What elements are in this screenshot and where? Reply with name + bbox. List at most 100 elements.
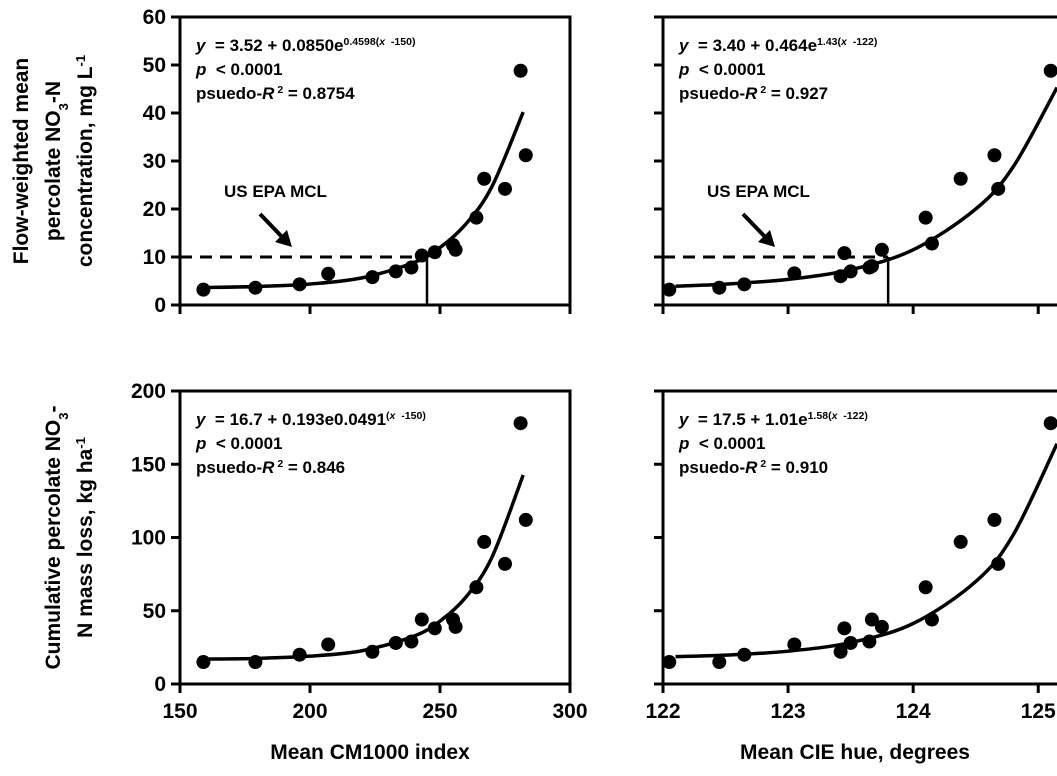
text-part: percolate NO [42,110,65,241]
x-tick-label: 300 [552,700,587,723]
data-point [837,621,852,636]
text-part: y [195,36,207,55]
text-part: x [840,36,848,48]
text-part: psuedo- [196,458,262,477]
text-part: -1 [73,55,88,67]
text-part: -1 [73,437,88,449]
y-axis-label: Cumulative percolate NO3- [42,406,71,670]
y-tick-label: 10 [143,246,166,269]
data-point [712,655,727,670]
text-part: concentration, mg L [74,66,97,267]
data-point [953,171,968,186]
data-point [987,148,1002,163]
data-point [292,277,307,292]
text-part: -N [42,81,65,103]
data-point [987,512,1002,527]
text-part: < 0.0001 [206,434,282,453]
y-tick-label: 50 [143,600,166,623]
data-point [248,655,263,670]
y-tick-label: 60 [143,6,166,29]
text-part: R [745,84,758,103]
data-point [787,637,802,652]
text-part: 1.43( [817,36,841,48]
x-axis-label: Mean CIE hue, degrees [740,741,970,764]
data-point [924,612,939,627]
data-point [864,259,879,274]
equation-line: psuedo-R 2 = 0.8754 [196,84,355,103]
text-part: y [678,410,690,429]
data-point [498,556,512,571]
data-point [843,635,858,650]
data-point [924,236,939,251]
y-tick-label: 0 [154,294,166,317]
x-axis-label: Mean CM1000 index [270,741,470,764]
y-tick-label: 150 [131,453,166,476]
data-point [787,266,802,281]
text-part: = 0.927 [766,84,828,103]
data-point [518,148,533,163]
y-tick-label: 30 [143,150,166,173]
equation-line: p < 0.0001 [195,434,282,453]
text-part: 2 [757,84,766,96]
text-part: psuedo- [196,84,262,103]
data-point [953,534,968,549]
arrow-head [275,230,292,247]
equation-line: y = 3.52 + 0.0850e0.4598(x -150) [195,36,416,55]
data-point [196,655,211,670]
equation-line: y = 17.5 + 1.01e1.58(x -122) [678,410,868,429]
text-part: -150) [385,36,415,48]
data-point [196,282,211,297]
data-point [712,280,727,295]
text-part: < 0.0001 [206,60,282,79]
text-part: ( [386,410,390,422]
text-part: -150) [395,410,425,422]
data-point [862,634,877,649]
text-part: x [831,410,839,422]
text-part: = 0.846 [283,458,345,477]
text-part: = 16.7 + 0.193e0.0491 [205,410,386,429]
data-point [662,282,677,297]
text-part: p [195,60,206,79]
x-tick-label: 124 [896,700,931,723]
data-point [321,266,336,281]
data-point [477,171,492,186]
text-part: y [195,410,207,429]
text-part: 1.58( [808,410,832,422]
data-point [414,248,429,263]
data-point [1043,63,1057,78]
text-part: = 0.910 [766,458,828,477]
data-point [427,621,442,636]
y-tick-label: 20 [143,198,166,221]
text-part: psuedo- [679,84,745,103]
data-point [388,264,403,279]
fit-curve [675,442,1057,659]
text-part: psuedo- [679,458,745,477]
text-part: R [745,458,758,477]
text-part: -122) [847,36,877,48]
data-point [843,264,858,279]
data-point [248,280,263,295]
data-point [918,210,933,225]
text-part: N mass loss, kg ha [74,448,97,637]
x-tick-label: 250 [422,700,457,723]
data-point [833,644,848,659]
text-part: 2 [757,458,766,470]
y-axis-label: percolate NO3-N [42,81,71,241]
text-part: = 3.52 + 0.0850e [205,36,343,55]
data-point [662,655,677,670]
data-point [498,181,512,196]
text-part: = 17.5 + 1.01e [688,410,807,429]
equation-line: psuedo-R 2 = 0.927 [679,84,828,103]
text-part: 3 [56,413,71,420]
equation-line: p < 0.0001 [195,60,282,79]
equation-line: y = 16.7 + 0.193e0.0491(x -150) [195,410,426,429]
data-point [414,612,429,627]
arrow-head [758,230,775,247]
equation-line: p < 0.0001 [678,434,765,453]
data-point [477,534,492,549]
data-point [918,580,933,595]
fit-curve [675,86,1057,288]
data-point [518,512,533,527]
equation-line: p < 0.0001 [678,60,765,79]
